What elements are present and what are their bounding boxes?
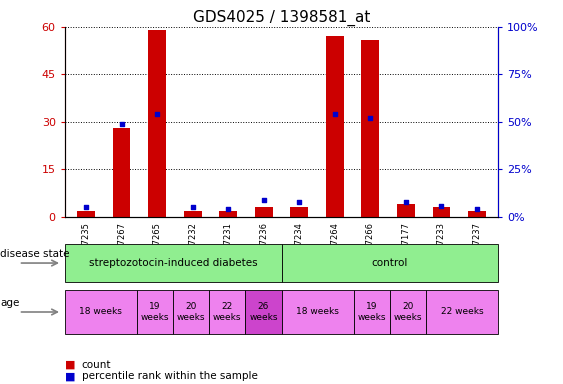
- Title: GDS4025 / 1398581_at: GDS4025 / 1398581_at: [193, 9, 370, 25]
- Text: disease state: disease state: [0, 249, 69, 259]
- Text: percentile rank within the sample: percentile rank within the sample: [82, 371, 257, 381]
- Text: control: control: [372, 258, 408, 268]
- Point: [117, 121, 126, 127]
- Bar: [148, 30, 166, 217]
- Point: [82, 204, 91, 210]
- Text: 20
weeks: 20 weeks: [177, 302, 205, 322]
- Text: 20
weeks: 20 weeks: [394, 302, 422, 322]
- Bar: [220, 211, 237, 217]
- Point: [330, 111, 339, 118]
- Text: streptozotocin-induced diabetes: streptozotocin-induced diabetes: [89, 258, 257, 268]
- Point: [401, 199, 410, 205]
- Point: [259, 197, 268, 203]
- Bar: [184, 211, 202, 217]
- Text: count: count: [82, 360, 111, 370]
- Bar: [113, 128, 131, 217]
- Bar: [468, 211, 486, 217]
- Text: ■: ■: [65, 371, 75, 381]
- Point: [437, 202, 446, 209]
- Bar: [432, 207, 450, 217]
- Text: 19
weeks: 19 weeks: [358, 302, 386, 322]
- Text: 18 weeks: 18 weeks: [296, 308, 339, 316]
- Text: 26
weeks: 26 weeks: [249, 302, 278, 322]
- Text: ■: ■: [65, 360, 75, 370]
- Bar: [291, 207, 308, 217]
- Text: 22 weeks: 22 weeks: [441, 308, 484, 316]
- Bar: [255, 207, 272, 217]
- Bar: [326, 36, 343, 217]
- Point: [366, 115, 375, 121]
- Bar: [361, 40, 379, 217]
- Point: [295, 199, 304, 205]
- Bar: [77, 211, 95, 217]
- Text: 19
weeks: 19 weeks: [141, 302, 169, 322]
- Text: 18 weeks: 18 weeks: [79, 308, 122, 316]
- Text: 22
weeks: 22 weeks: [213, 302, 242, 322]
- Bar: [397, 204, 415, 217]
- Point: [188, 204, 197, 210]
- Point: [153, 111, 162, 118]
- Point: [224, 206, 233, 212]
- Text: age: age: [0, 298, 19, 308]
- Point: [472, 206, 481, 212]
